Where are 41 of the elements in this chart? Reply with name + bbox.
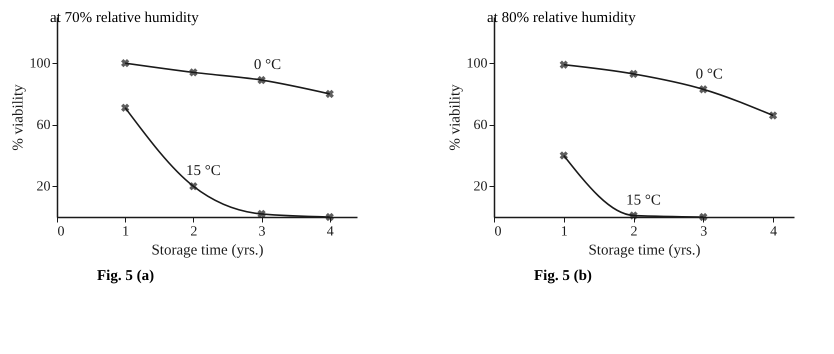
x-tick-label: 3 bbox=[258, 224, 266, 240]
point bbox=[121, 59, 130, 68]
series-label: 15 °C bbox=[626, 192, 661, 208]
series-label: 0 °C bbox=[254, 57, 282, 74]
caption: Fig. 5 (a) bbox=[97, 268, 154, 284]
series-label: 15 °C bbox=[186, 163, 221, 180]
point bbox=[629, 211, 638, 220]
chart-title: at 80% relative humidity bbox=[487, 10, 636, 26]
x-tick-label: 4 bbox=[326, 224, 334, 240]
x-tick-label: 2 bbox=[630, 224, 638, 240]
x-tick-label: 2 bbox=[190, 224, 198, 240]
point bbox=[257, 210, 266, 218]
point bbox=[121, 104, 130, 112]
point bbox=[257, 76, 266, 84]
point bbox=[189, 182, 198, 190]
x-axis-title: Storage time (yrs.) bbox=[588, 242, 701, 258]
y-axis-title: % viability bbox=[448, 84, 464, 151]
point bbox=[189, 68, 198, 77]
point bbox=[699, 85, 708, 94]
x-tick-label: 4 bbox=[770, 224, 778, 240]
x-tick-label: 0 bbox=[494, 224, 502, 240]
y-axis-title: % viability bbox=[10, 84, 26, 151]
caption: Fig. 5 (b) bbox=[534, 268, 592, 284]
y-tick-label: 100 bbox=[30, 56, 50, 72]
y-tick-label: 100 bbox=[466, 56, 488, 72]
y-tick-label: 20 bbox=[474, 180, 488, 195]
point bbox=[768, 111, 778, 120]
point bbox=[629, 70, 638, 78]
point bbox=[326, 90, 334, 98]
y-tick-label: 60 bbox=[36, 118, 50, 134]
y-tick-label: 60 bbox=[474, 118, 488, 134]
series-label: 0 °C bbox=[696, 66, 723, 82]
x-axis-title: Storage time (yrs.) bbox=[151, 242, 264, 258]
point bbox=[560, 60, 568, 69]
point bbox=[560, 151, 568, 160]
chart-title: at 70% relative humidity bbox=[50, 10, 200, 26]
x-tick-label: 0 bbox=[58, 224, 64, 240]
y-tick-label: 20 bbox=[36, 180, 50, 195]
x-tick-label: 1 bbox=[122, 224, 130, 240]
x-tick-label: 3 bbox=[700, 224, 708, 240]
x-tick-label: 1 bbox=[560, 224, 568, 240]
